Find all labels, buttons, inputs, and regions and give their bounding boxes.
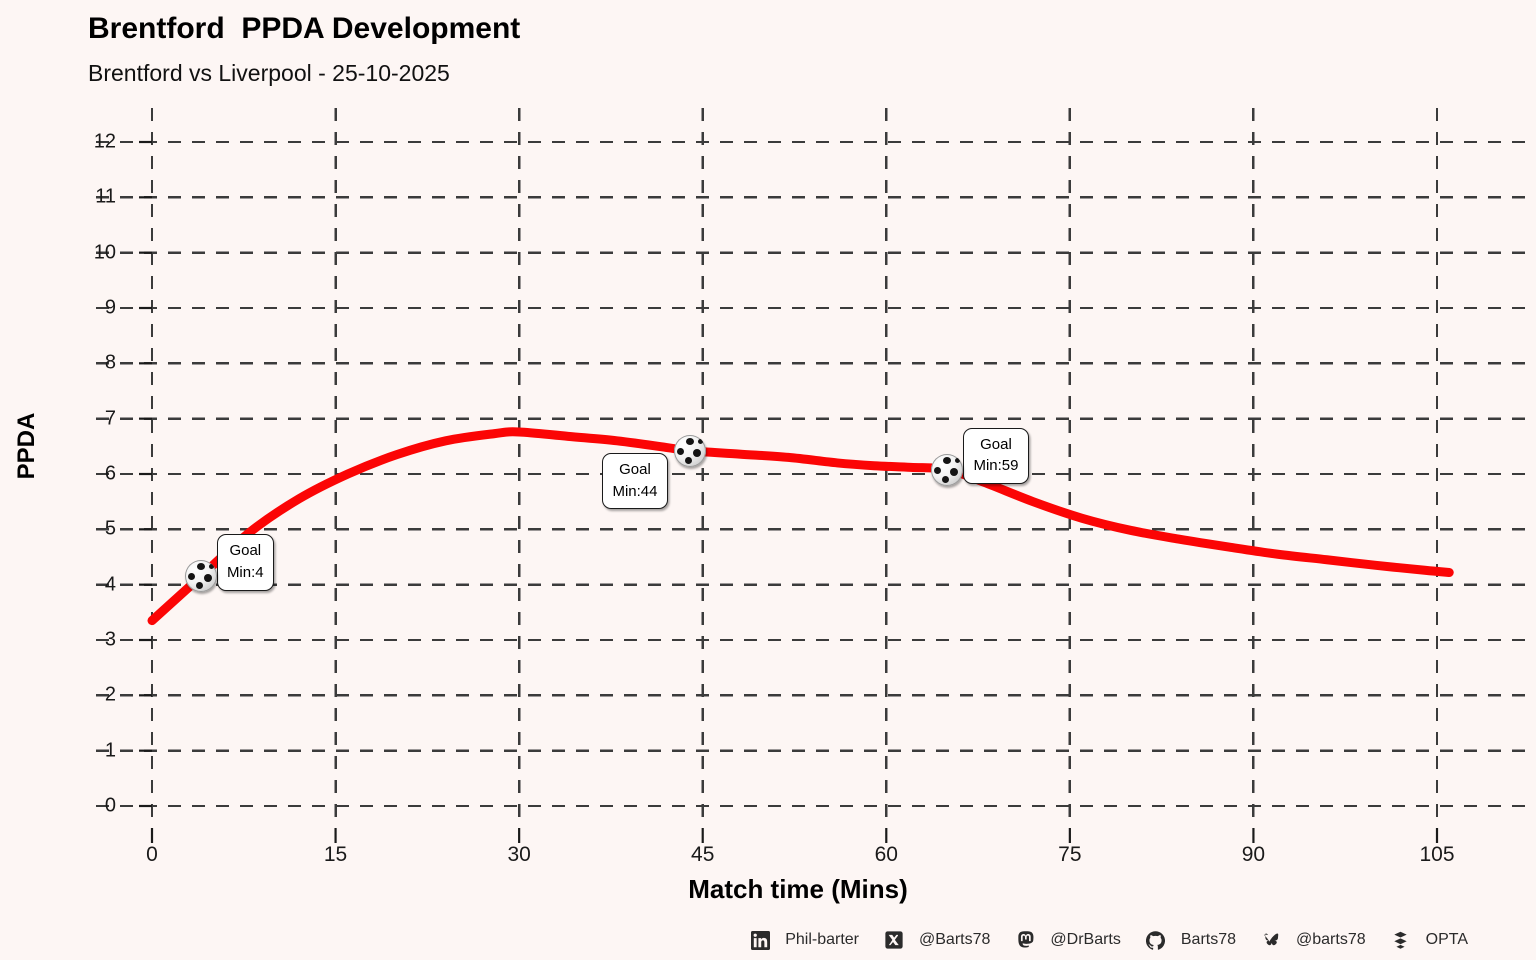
- y-tick-label: 8: [104, 351, 116, 374]
- goal-minute-label: Min:4: [226, 564, 264, 582]
- goal-minute-label: Min:59: [973, 457, 1019, 475]
- footer-item-mastodon[interactable]: @DrBarts: [1012, 928, 1136, 952]
- y-tick-label: 2: [104, 683, 116, 706]
- footer-item-linkedin[interactable]: Phil-barter: [747, 928, 875, 952]
- footer-handle: @Barts78: [919, 931, 991, 948]
- footer-handle: OPTA: [1425, 931, 1468, 948]
- footer-item-x-twitter[interactable]: @Barts78: [881, 928, 1006, 952]
- footer-item-bluesky[interactable]: @barts78: [1258, 928, 1382, 952]
- footer-handle: @barts78: [1296, 931, 1366, 948]
- y-tick-label: 9: [104, 296, 116, 319]
- goal-annotation-min-59: Goal Min:59: [963, 427, 1029, 485]
- footer-handle: @DrBarts: [1050, 931, 1121, 948]
- y-tick-label: 3: [104, 628, 116, 651]
- footer-handle: Barts78: [1180, 931, 1237, 948]
- y-tick-label: 11: [95, 185, 116, 208]
- x-tick-label: 60: [874, 843, 898, 866]
- y-axis-label: PPDA: [13, 412, 40, 480]
- axis-ticks: [139, 140, 1439, 843]
- footer-item-github[interactable]: Barts78: [1143, 928, 1252, 952]
- x-tick-label: 105: [1419, 843, 1455, 866]
- y-tick-label: 6: [104, 462, 116, 485]
- series-line-brentford-ppda: [147, 427, 1454, 626]
- footer-item-opta[interactable]: OPTA: [1388, 928, 1484, 952]
- goal-annotation-min-4: Goal Min:4: [216, 534, 274, 591]
- mastodon-icon[interactable]: [1012, 928, 1038, 952]
- x-axis-label: Match time (Mins): [688, 874, 908, 904]
- goal-label: Goal: [980, 435, 1012, 453]
- goal-minute-label: Min:44: [612, 482, 658, 500]
- x-tick-label: 90: [1241, 843, 1266, 866]
- x-tick-label: 45: [691, 843, 715, 866]
- x-twitter-icon[interactable]: [881, 928, 907, 952]
- github-icon[interactable]: [1143, 928, 1169, 952]
- linkedin-icon[interactable]: [747, 928, 773, 952]
- opta-icon[interactable]: [1388, 928, 1414, 952]
- y-tick-label: 1: [104, 739, 116, 762]
- bluesky-icon[interactable]: [1258, 928, 1284, 952]
- football-icon: [931, 453, 964, 486]
- y-tick-label: 10: [93, 241, 116, 264]
- footer-social-bar: Phil-barter @Barts78 @DrBarts Barts78 @barts…: [0, 920, 1536, 960]
- x-tick-label: 75: [1058, 843, 1082, 866]
- chart-subtitle: Brentford vs Liverpool - 25-10-2025: [88, 60, 450, 86]
- footer-handle: Phil-barter: [785, 931, 860, 948]
- football-icon: [674, 434, 707, 467]
- page-title: Brentford PPDA Development: [88, 12, 521, 45]
- y-tick-label: 5: [104, 517, 116, 540]
- goal-label: Goal: [619, 460, 651, 478]
- goal-annotation-min-44: Goal Min:44: [602, 452, 668, 510]
- y-tick-label: 0: [104, 794, 116, 817]
- x-tick-label: 15: [323, 843, 348, 866]
- grid-lines: [96, 108, 1528, 828]
- y-tick-label: 4: [104, 573, 116, 596]
- y-tick-label: 7: [104, 407, 116, 430]
- y-tick-label: 12: [93, 130, 116, 153]
- football-icon: [184, 560, 217, 593]
- x-tick-label: 30: [507, 843, 531, 866]
- goal-label: Goal: [229, 542, 262, 560]
- x-tick-label: 0: [146, 843, 158, 866]
